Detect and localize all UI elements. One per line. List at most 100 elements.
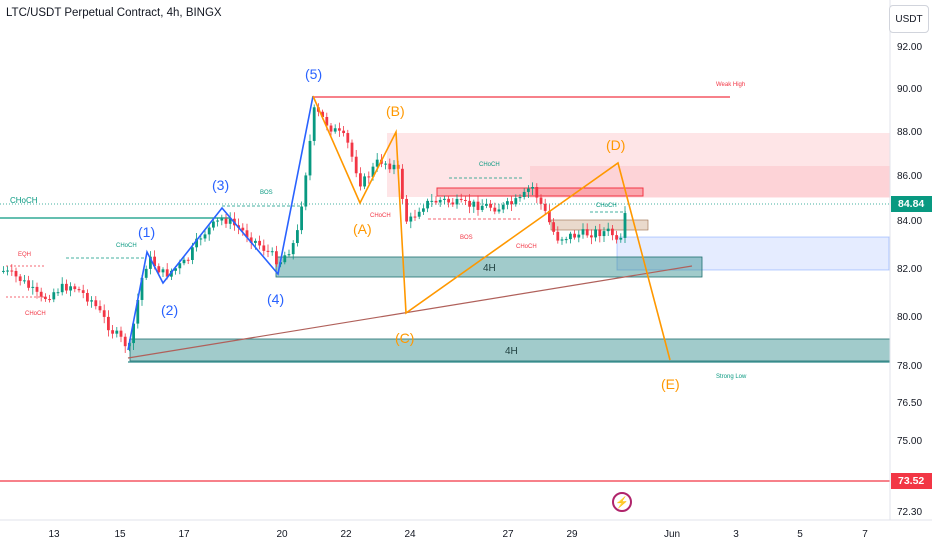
wave-label-1: (1) [138,224,155,240]
candle-body [18,276,22,281]
candle-body [65,283,68,291]
candle-body [493,207,497,212]
candle-body [329,125,333,132]
candle-body [388,163,392,170]
candle-body [577,234,581,238]
candle-body [367,176,371,178]
trendline-brown [127,265,693,359]
candle-body [611,228,614,236]
candle-body [174,268,177,271]
candle-body [140,277,144,300]
candle-body [86,292,89,302]
time-axis[interactable]: 13 15 17 20 22 24 27 29 Jun 3 5 7 [0,519,932,540]
candle-body [144,268,148,278]
candle-body [392,164,396,170]
price-tick-label: 88.00 [897,127,922,138]
time-tick-label: 5 [797,529,803,540]
candle-body [363,176,366,187]
candle-body [426,200,429,209]
candle-body [165,269,169,277]
candle-body [384,163,387,165]
price-tick-label: 80.00 [897,312,922,323]
currency-button[interactable]: USDT [889,5,929,33]
candle-body [212,221,215,228]
candle-body [52,292,56,300]
candle-body [434,200,438,203]
candle-body [207,227,211,235]
choch-label-3: CHoCH [370,213,391,219]
candle-body [60,283,64,293]
candle-body [178,263,182,269]
candle-body [451,202,455,205]
candle-body [413,216,417,218]
candle-body [77,289,81,291]
candle-body [182,259,186,264]
candle-body [354,156,358,174]
candle-body [186,259,190,261]
candle-body [489,203,492,208]
bos-label-1: BOS [260,190,273,196]
wave-label-a: (A) [353,221,372,237]
candle-body [514,198,518,205]
price-tick-label: 84.00 [897,216,922,227]
choch-label-2: CHoCH [116,243,137,249]
price-axis[interactable]: 92.00 90.00 88.00 86.00 84.00 82.00 80.00 78.00… [889,0,932,520]
candle-body [569,233,572,240]
candle-body [472,201,476,207]
candle-body [228,218,232,224]
candle-body [203,234,207,239]
candle-body [531,187,534,189]
time-tick-label: 13 [48,529,60,540]
candle-body [132,323,135,344]
candle-body [14,270,18,277]
candle-body [270,251,274,253]
candle-body [350,142,354,157]
candle-body [359,173,362,187]
price-tick-label: 92.00 [897,42,922,53]
supply-zone-large [387,133,890,197]
candle-body [422,208,425,212]
supply-zone-small [436,187,644,197]
candle-body [485,203,488,206]
candle-body [291,243,295,255]
candle-body [333,128,337,132]
candle-body [518,196,522,199]
time-tick-label: 17 [178,529,190,540]
candle-body [39,291,43,297]
candle-body [191,247,194,261]
price-tick-label: 75.00 [897,436,922,447]
time-tick-label: 29 [566,529,578,540]
price-tick-label: 76.50 [897,398,922,409]
candle-body [564,239,568,241]
candle-body [296,230,299,244]
candle-body [581,229,585,235]
candle-body [275,251,278,265]
zones [129,133,891,362]
wave-label-2: (2) [161,302,178,318]
candle-body [573,233,576,238]
candle-body [401,168,404,199]
candle-body [262,245,266,251]
candle-body [94,300,98,307]
candle-body [590,235,593,238]
candle-body [405,198,408,222]
bos-label-2: BOS [460,235,473,241]
wave-label-e: (E) [661,376,680,392]
candle-body [623,213,627,238]
candle-body [266,250,270,252]
time-tick-label: 27 [502,529,514,540]
zone-label-lower: 4H [505,346,518,357]
candle-body [73,286,77,290]
candle-body [606,228,610,232]
candle-body [438,199,442,203]
candle-body [447,198,450,203]
lightning-icon[interactable]: ⚡ [612,492,632,512]
candle-body [598,229,602,237]
choch-label-5: CHoCH [516,244,537,250]
candle-body [556,231,560,241]
candle-body [81,290,85,293]
level-lines [0,96,890,482]
candle-body [107,316,110,331]
candle-body [153,256,156,267]
